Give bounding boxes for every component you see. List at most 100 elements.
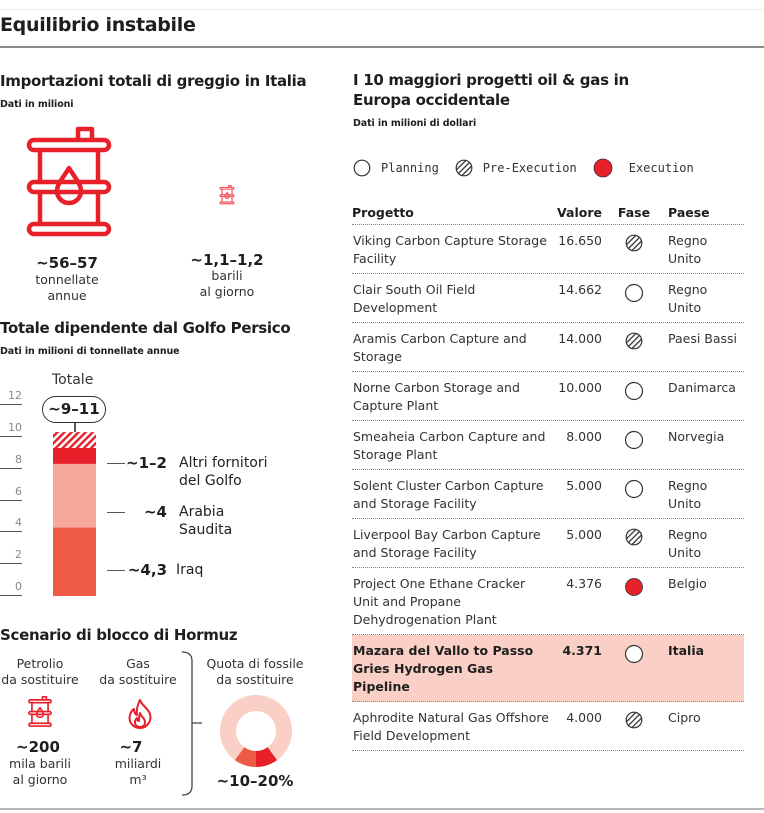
imports-tonnes-unit-2: annue bbox=[47, 288, 87, 303]
bar-segment-iraq bbox=[53, 527, 96, 596]
project-name: Clair South Oil Field Development bbox=[353, 282, 476, 315]
circle-hatched-icon bbox=[625, 711, 643, 729]
gas-label-2: da sostituire bbox=[99, 672, 177, 687]
oil-barrel-small-icon bbox=[219, 185, 235, 205]
y-tick-label: 12 bbox=[0, 389, 22, 405]
project-name: Aramis Carbon Capture and Storage bbox=[353, 331, 527, 364]
legend-planning-label: Planning bbox=[381, 161, 439, 175]
project-country: Regno Unito bbox=[668, 282, 708, 315]
project-value: 5.000 bbox=[566, 478, 602, 493]
donut-segment-extra bbox=[234, 747, 256, 767]
circle-outline-icon bbox=[624, 644, 644, 664]
col-header-phase: Fase bbox=[617, 204, 651, 220]
donut-segment-rest bbox=[220, 695, 292, 761]
table-row: Viking Carbon Capture Storage Facility 16… bbox=[352, 225, 744, 274]
project-name: Mazara del Vallo to Passo Gries Hydrogen… bbox=[353, 643, 534, 694]
stacked-bar-chart bbox=[53, 432, 96, 596]
imports-subtitle: Dati in milioni bbox=[0, 99, 74, 110]
hormuz-title: Scenario di blocco di Hormuz bbox=[0, 626, 238, 644]
projects-title-2: Europa occidentale bbox=[353, 91, 510, 109]
gas-label-1: Gas bbox=[126, 656, 150, 671]
oil-value: ~200 bbox=[16, 738, 60, 756]
project-country: Paesi Bassi bbox=[668, 331, 738, 346]
flame-icon bbox=[128, 699, 152, 729]
total-value-pill: ~9–11 bbox=[42, 396, 106, 423]
project-value: 14.000 bbox=[558, 331, 602, 346]
project-country: Norvegia bbox=[668, 429, 725, 444]
legend-execution: Execution bbox=[593, 158, 694, 178]
project-value: 5.000 bbox=[566, 527, 602, 542]
legend-execution-label: Execution bbox=[628, 161, 694, 175]
segment-value-label: ~4 bbox=[143, 503, 167, 521]
circle-filled-icon bbox=[593, 158, 613, 178]
phase-legend: Planning Pre-Execution Execution bbox=[353, 158, 710, 178]
project-phase bbox=[602, 575, 666, 629]
share-value: ~10–20% bbox=[216, 772, 294, 790]
segment-value-label: ~4,3 bbox=[127, 561, 167, 579]
table-row: Aphrodite Natural Gas Offshore Field Dev… bbox=[352, 702, 744, 751]
project-phase bbox=[602, 477, 666, 513]
y-tick-label: 0 bbox=[0, 580, 22, 596]
circle-outline-icon bbox=[353, 159, 371, 177]
project-value: 14.662 bbox=[558, 282, 602, 297]
circle-hatched-icon bbox=[625, 234, 643, 252]
oil-label-2: da sostituire bbox=[1, 672, 79, 687]
table-body: Viking Carbon Capture Storage Facility 16… bbox=[352, 225, 744, 751]
project-country: Regno Unito bbox=[668, 527, 708, 560]
bar-segment-other-gulf bbox=[53, 447, 96, 464]
projects-table: Progetto Valore Fase Paese Viking Carbon… bbox=[352, 200, 744, 751]
circle-outline-icon bbox=[624, 430, 644, 450]
bottom-rule bbox=[0, 808, 764, 810]
total-stem-line bbox=[74, 423, 76, 440]
project-phase bbox=[602, 232, 666, 268]
circle-hatched-icon bbox=[625, 528, 643, 546]
top-rule bbox=[0, 9, 764, 10]
imports-tonnes-value: ~56–57 bbox=[36, 254, 98, 272]
project-phase bbox=[602, 709, 666, 745]
table-row-highlighted: Mazara del Vallo to Passo Gries Hydrogen… bbox=[352, 635, 744, 702]
share-label-2: da sostituire bbox=[216, 672, 294, 687]
circle-outline-icon bbox=[624, 283, 644, 303]
imports-title: Importazioni totali di greggio in Italia bbox=[0, 72, 307, 90]
project-phase bbox=[602, 526, 666, 562]
table-row: Project One Ethane Cracker Unit and Prop… bbox=[352, 568, 744, 635]
segment-name-label: Saudita bbox=[179, 522, 233, 538]
project-country: Cipro bbox=[668, 710, 701, 725]
annotation-line bbox=[107, 570, 125, 571]
project-value: 4.000 bbox=[566, 710, 602, 725]
project-value: 8.000 bbox=[566, 429, 602, 444]
y-tick-label: 6 bbox=[0, 485, 22, 501]
bar-segment-saudi-arabia bbox=[53, 463, 96, 528]
gas-unit-1: miliardi bbox=[114, 756, 162, 771]
project-name: Smeaheia Carbon Capture and Storage Plan… bbox=[353, 429, 546, 462]
project-name: Viking Carbon Capture Storage Facility bbox=[353, 233, 547, 266]
annotation-line bbox=[107, 512, 125, 513]
col-header-value: Valore bbox=[557, 204, 602, 220]
table-row: Smeaheia Carbon Capture and Storage Plan… bbox=[352, 421, 744, 470]
project-country: Belgio bbox=[668, 576, 707, 591]
donut-chart bbox=[220, 695, 292, 767]
project-value: 4.371 bbox=[562, 643, 602, 658]
oil-label-1: Petrolio bbox=[16, 656, 64, 671]
donut-segment-min bbox=[256, 747, 278, 767]
gulf-title: Totale dipendente dal Golfo Persico bbox=[0, 319, 291, 337]
segment-name-label: Altri fornitori bbox=[179, 455, 268, 471]
legend-pre-execution: Pre-Execution bbox=[455, 159, 577, 177]
segment-name-label: Arabia bbox=[179, 504, 225, 520]
projects-title-1: I 10 maggiori progetti oil & gas in bbox=[353, 71, 629, 89]
y-tick-label: 10 bbox=[0, 421, 22, 437]
imports-tonnes-unit-1: tonnellate bbox=[35, 272, 99, 287]
table-row: Norne Carbon Storage and Capture Plant 10… bbox=[352, 372, 744, 421]
bracket-divider bbox=[181, 651, 202, 796]
project-name: Solent Cluster Carbon Capture and Storag… bbox=[353, 478, 544, 511]
annotation-line bbox=[107, 463, 125, 464]
col-header-project: Progetto bbox=[352, 204, 414, 220]
gas-value: ~7 bbox=[119, 738, 143, 756]
project-value: 4.376 bbox=[566, 576, 602, 591]
oil-unit-2: al giorno bbox=[12, 772, 68, 787]
table-row: Aramis Carbon Capture and Storage 14.000 P… bbox=[352, 323, 744, 372]
project-name: Norne Carbon Storage and Capture Plant bbox=[353, 380, 520, 413]
project-name: Project One Ethane Cracker Unit and Prop… bbox=[353, 576, 526, 627]
share-label-1: Quota di fossile bbox=[206, 656, 304, 671]
project-phase bbox=[602, 330, 666, 366]
